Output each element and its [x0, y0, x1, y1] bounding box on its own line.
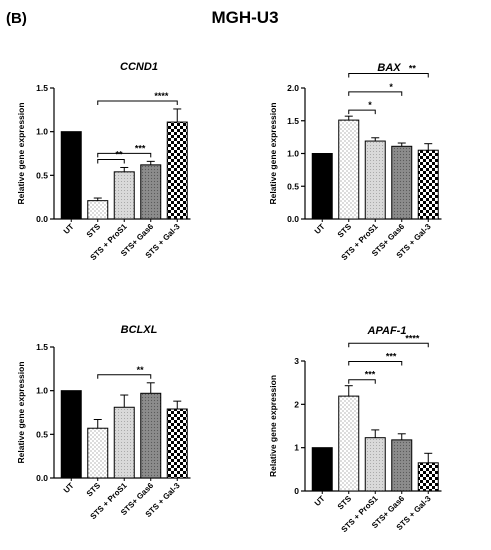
y-tick-label: 1.0 [36, 386, 48, 396]
chart-1: BAX Relative gene expression 0.0 0.5 1.0 1.5 2… [268, 62, 442, 262]
figure-title: MGH-U3 [211, 8, 278, 27]
y-tick-label: 0.0 [36, 473, 48, 483]
significance-label: *** [365, 370, 376, 380]
y-tick-label: 2 [294, 399, 299, 409]
bar [364, 140, 386, 220]
significance-bracket [97, 100, 178, 105]
significance-label: **** [405, 333, 420, 343]
significance-label: ** [137, 365, 145, 375]
y-tick-label: 1.5 [36, 342, 48, 352]
significance-label: **** [154, 91, 169, 101]
bar [113, 171, 135, 220]
bar [311, 447, 333, 492]
bar [60, 390, 82, 479]
chart-0: CCND1 Relative gene expression 0.0 0.5 1.0 1.… [16, 61, 191, 262]
significance-bracket [348, 361, 403, 366]
y-tick-label: 0.0 [36, 214, 48, 224]
panel-label: (B) [6, 10, 27, 27]
bar [60, 131, 82, 220]
category-label: STS [85, 481, 103, 499]
significance-bracket [348, 109, 376, 115]
y-tick-label: 1.5 [287, 116, 299, 126]
y-tick-label: 1.5 [36, 83, 48, 93]
significance-bracket [348, 72, 429, 78]
y-tick-label: 1.0 [287, 149, 299, 159]
bar [166, 121, 188, 220]
y-tick-label: 0 [294, 486, 299, 496]
bar [417, 462, 439, 492]
bar [113, 406, 135, 479]
bar [87, 427, 109, 479]
bar [311, 153, 333, 220]
significance-label: * [368, 100, 372, 110]
significance-label: *** [386, 352, 397, 362]
significance-bracket [97, 152, 152, 158]
significance-bracket [348, 91, 403, 96]
y-axis-label: Relative gene expression [16, 361, 26, 463]
bar [166, 408, 188, 479]
chart-title: APAF-1 [367, 325, 407, 337]
chart-title: BCLXL [121, 324, 158, 336]
significance-label: * [389, 82, 393, 92]
category-label: UT [62, 222, 76, 236]
bar [140, 392, 162, 479]
y-tick-label: 1.0 [36, 127, 48, 137]
category-label: UT [313, 222, 327, 236]
y-tick-label: 1 [294, 443, 299, 453]
significance-bracket [348, 379, 376, 384]
bar [338, 395, 360, 492]
category-label: STS [85, 222, 103, 240]
bar [364, 437, 386, 492]
bar [338, 119, 360, 220]
y-tick-label: 0.5 [287, 181, 299, 191]
category-label: UT [313, 494, 327, 508]
chart-title: BAX [377, 62, 401, 74]
significance-bracket [97, 374, 152, 379]
y-tick-label: 2.0 [287, 83, 299, 93]
bar [417, 149, 439, 220]
significance-bracket [97, 158, 125, 164]
y-axis-label: Relative gene expression [268, 375, 278, 477]
significance-label: ** [115, 149, 123, 159]
chart-title: CCND1 [120, 61, 158, 73]
category-label: UT [62, 481, 76, 495]
bar [391, 439, 413, 492]
charts-group: CCND1 Relative gene expression 0.0 0.5 1.0 1.… [16, 61, 442, 534]
category-label: STS [336, 222, 354, 240]
significance-label: ** [409, 63, 417, 73]
y-tick-label: 0.5 [36, 429, 48, 439]
bar [140, 164, 162, 220]
bar [87, 200, 109, 220]
category-label: STS [336, 494, 354, 512]
y-tick-label: 0.5 [36, 170, 48, 180]
bar [391, 145, 413, 220]
y-axis-label: Relative gene expression [16, 102, 26, 204]
y-axis-label: Relative gene expression [268, 102, 278, 204]
significance-label: *** [135, 143, 146, 153]
y-tick-label: 3 [294, 356, 299, 366]
significance-bracket [348, 342, 429, 348]
chart-2: BCLXL Relative gene expression 0.0 0.5 1.0 1.… [16, 324, 191, 521]
y-tick-label: 0.0 [287, 214, 299, 224]
